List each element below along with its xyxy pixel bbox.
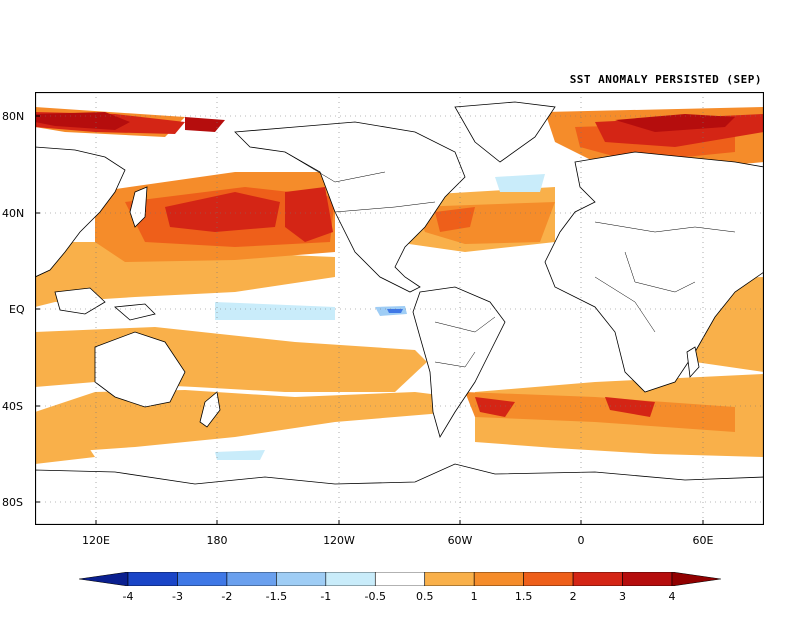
colorbar-tick-label: -3	[171, 590, 183, 603]
lon-label-60e: 60E	[692, 534, 714, 547]
colorbar-tick-label: 1.5	[514, 590, 533, 603]
colorbar-segment	[622, 572, 673, 586]
anomaly-3-4	[35, 112, 735, 132]
colorbar-tick-label: 1	[470, 590, 478, 603]
colorbar-segment	[523, 572, 574, 586]
colorbar-tick-label: 0.5	[415, 590, 434, 603]
lat-label-80s: 80S	[2, 496, 23, 509]
colorbar-segment	[276, 572, 327, 586]
gridlines	[35, 92, 764, 525]
colorbar-segment	[671, 572, 721, 586]
colorbar	[79, 572, 721, 586]
sst-map	[35, 92, 764, 525]
lat-label-eq: EQ	[9, 303, 25, 316]
colorbar-segment	[177, 572, 228, 586]
colorbar-tick-label: 2	[569, 590, 577, 603]
lon-label-0: 0	[577, 534, 585, 547]
colorbar-segment	[572, 572, 623, 586]
anomaly-cold	[215, 174, 545, 460]
lon-label-180: 180	[206, 534, 228, 547]
colorbar-tick-label: 3	[619, 590, 627, 603]
colorbar-segment	[424, 572, 475, 586]
lat-label-40s: 40S	[2, 400, 23, 413]
colorbar-tick-label: -1	[320, 590, 332, 603]
colorbar-segment	[374, 572, 426, 586]
colorbar-tick-label: -4	[122, 590, 134, 603]
colorbar-segment	[79, 572, 129, 586]
lat-label-40n: 40N	[2, 207, 25, 220]
colorbar-segment	[127, 572, 178, 586]
colorbar-tick-label: -0.5	[364, 590, 386, 603]
lat-label-80n: 80N	[2, 110, 25, 123]
colorbar-segment	[325, 572, 376, 586]
lon-label-120e: 120E	[82, 534, 110, 547]
land-masses	[35, 101, 764, 525]
sst-map-canvas	[35, 92, 764, 525]
colorbar-segment	[473, 572, 524, 586]
lon-label-60w: 60W	[447, 534, 473, 547]
map-border	[35, 92, 764, 525]
colorbar-tick-label: 4	[668, 590, 676, 603]
map-title: SST ANOMALY PERSISTED (SEP)	[569, 73, 762, 86]
country-borders	[284, 151, 736, 368]
colorbar-segment	[226, 572, 277, 586]
lon-label-120w: 120W	[323, 534, 355, 547]
colorbar-tick-label: -2	[221, 590, 233, 603]
colorbar-tick-label: -1.5	[265, 590, 288, 603]
